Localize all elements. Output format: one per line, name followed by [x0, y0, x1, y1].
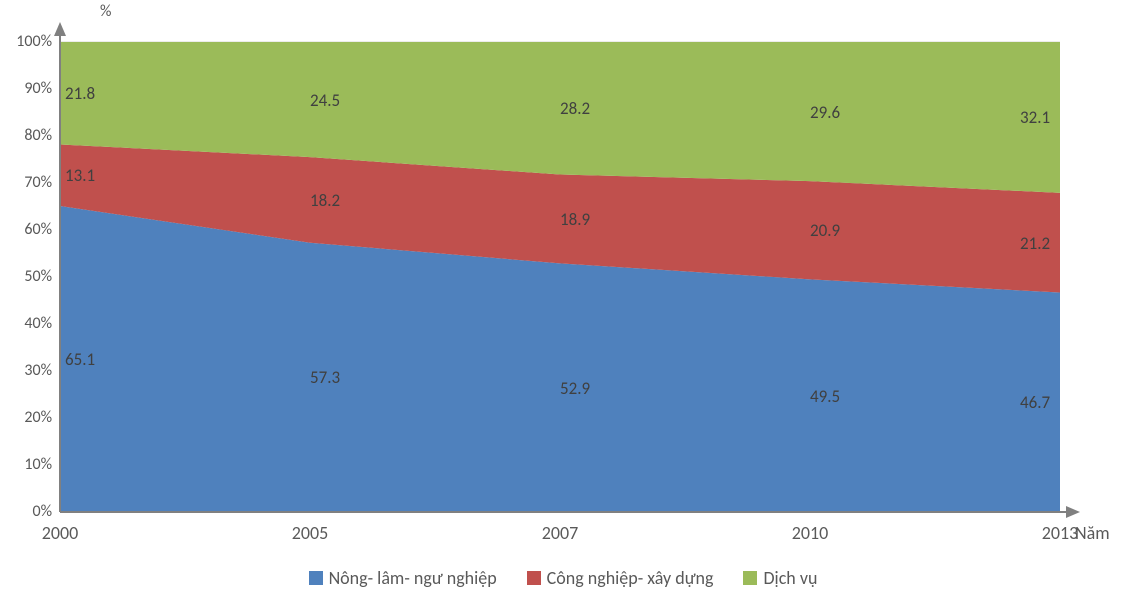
x-tick-label: 2005	[270, 522, 350, 544]
y-tick-label: 30%	[0, 361, 52, 380]
legend-item: Công nghiệp- xây dựng	[527, 567, 714, 589]
data-label: 46.7	[1020, 392, 1050, 413]
legend-item: Dịch vụ	[743, 567, 817, 589]
y-tick-label: 80%	[0, 126, 52, 145]
data-label: 18.9	[560, 209, 590, 230]
x-tick-label: 2007	[520, 522, 600, 544]
chart-svg	[0, 0, 1126, 607]
y-tick-label: 70%	[0, 173, 52, 192]
data-label: 21.8	[65, 83, 95, 104]
legend-label: Nông- lâm- ngư nghiệp	[329, 567, 497, 589]
legend-swatch	[743, 571, 757, 585]
x-tick-label: 2000	[20, 522, 100, 544]
data-label: 20.9	[810, 220, 840, 241]
data-label: 49.5	[810, 386, 840, 407]
legend-item: Nông- lâm- ngư nghiệp	[309, 567, 497, 589]
chart-legend: Nông- lâm- ngư nghiệp Công nghiệp- xây dự…	[0, 567, 1126, 589]
data-label: 21.2	[1020, 233, 1050, 254]
y-tick-label: 40%	[0, 314, 52, 333]
data-label: 18.2	[310, 190, 340, 211]
data-label: 28.2	[560, 98, 590, 119]
y-axis-title: %	[100, 2, 111, 21]
y-tick-label: 20%	[0, 408, 52, 427]
y-tick-label: 60%	[0, 220, 52, 239]
legend-swatch	[309, 571, 323, 585]
y-tick-label: 100%	[0, 32, 52, 51]
x-tick-label: 2010	[770, 522, 850, 544]
stacked-area-chart: % Năm 0%10%20%30%40%50%60%70%80%90%100% …	[0, 0, 1126, 607]
data-label: 29.6	[810, 102, 840, 123]
data-label: 32.1	[1020, 107, 1050, 128]
legend-label: Công nghiệp- xây dựng	[547, 567, 714, 589]
y-tick-label: 50%	[0, 267, 52, 286]
data-label: 52.9	[560, 378, 590, 399]
data-label: 13.1	[65, 165, 95, 186]
y-tick-label: 10%	[0, 455, 52, 474]
y-tick-label: 0%	[0, 502, 52, 521]
data-label: 65.1	[65, 349, 95, 370]
data-label: 24.5	[310, 90, 340, 111]
x-tick-label: 2013	[1020, 522, 1100, 544]
legend-swatch	[527, 571, 541, 585]
y-tick-label: 90%	[0, 79, 52, 98]
data-label: 57.3	[310, 367, 340, 388]
legend-label: Dịch vụ	[763, 567, 817, 589]
